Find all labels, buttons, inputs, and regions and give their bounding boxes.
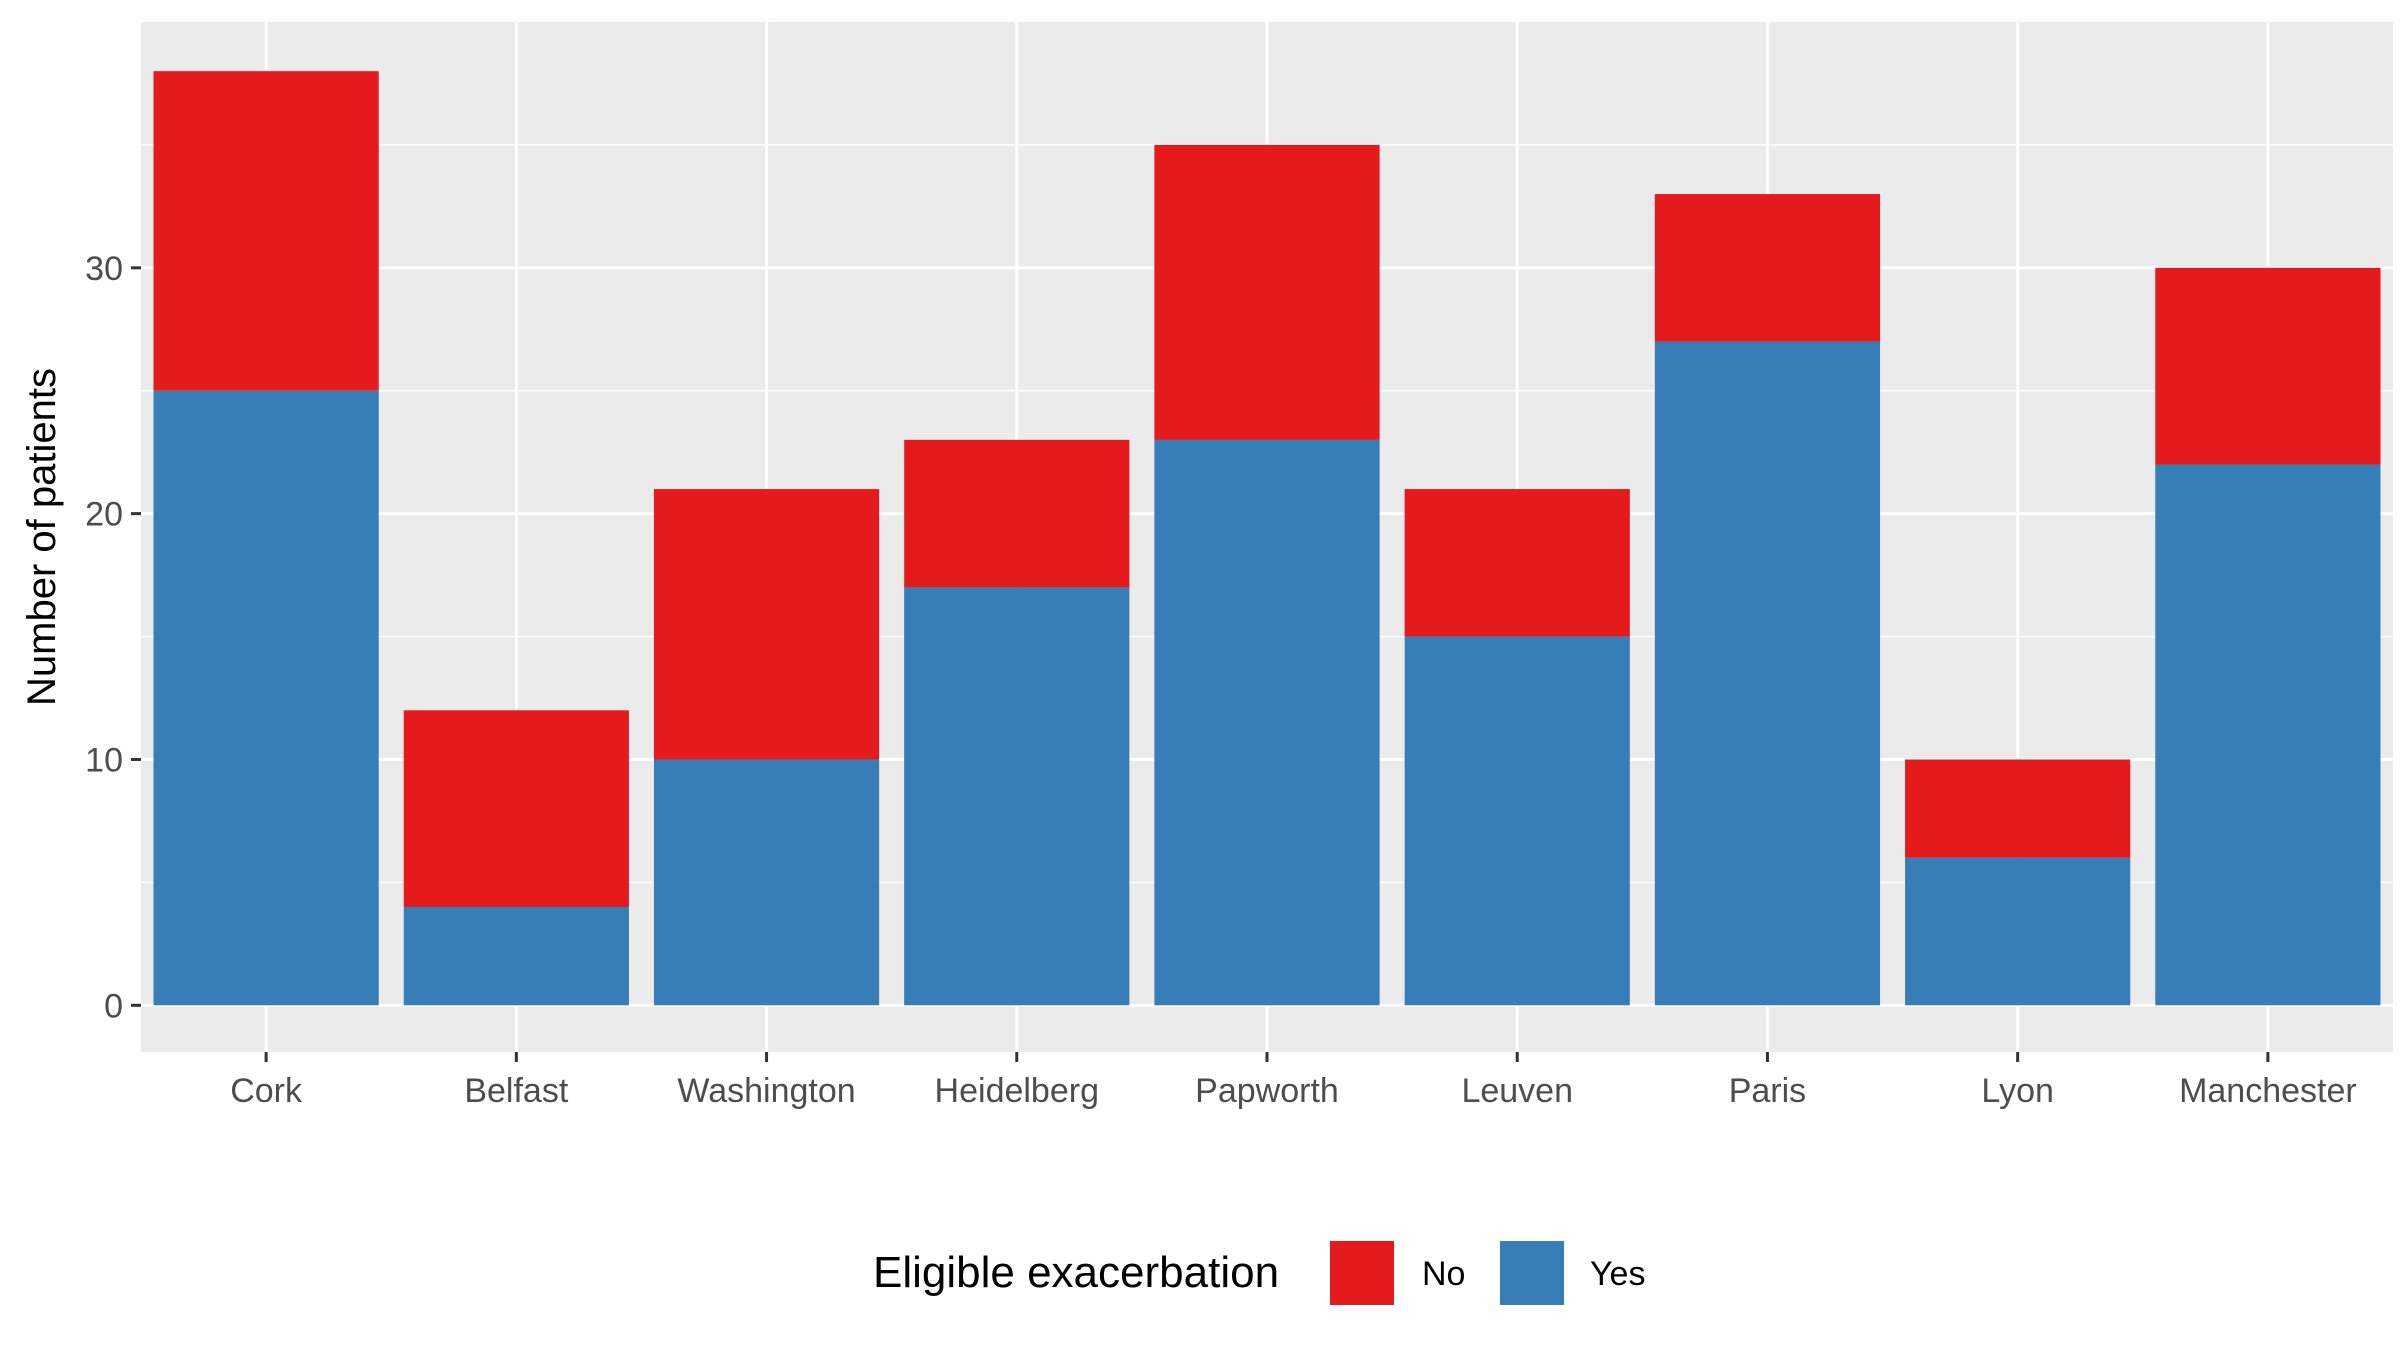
legend-label-yes: Yes: [1590, 1255, 1645, 1293]
x-tick-label: Cork: [230, 1072, 303, 1110]
x-tick-label: Lyon: [1981, 1072, 2053, 1110]
bar-yes-cork: [153, 390, 379, 1006]
y-tick-label: 10: [85, 741, 123, 779]
y-tick-label: 30: [85, 250, 123, 288]
x-tick-label: Manchester: [2179, 1072, 2357, 1110]
bar-yes-washington: [653, 759, 880, 1006]
bar-yes-belfast: [403, 906, 629, 1006]
bar-no-washington: [653, 489, 880, 760]
x-tick-label: Paris: [1729, 1072, 1806, 1110]
legend-key-no: [1330, 1241, 1394, 1305]
bar-no-cork: [153, 71, 379, 391]
bar-no-manchester: [2155, 267, 2381, 465]
bar-yes-heidelberg: [904, 587, 1130, 1006]
legend-key-yes: [1500, 1241, 1564, 1305]
bar-yes-leuven: [1404, 636, 1630, 1006]
bar-no-lyon: [1905, 759, 2131, 858]
bar-yes-manchester: [2155, 464, 2381, 1006]
x-tick-label: Papworth: [1195, 1072, 1339, 1110]
legend-title: Eligible exacerbation: [873, 1248, 1279, 1297]
x-axis: Cork Belfast Washington Heidelberg Papworth L…: [230, 1052, 2357, 1110]
bar-yes-papworth: [1154, 439, 1380, 1006]
x-tick-label: Leuven: [1461, 1072, 1573, 1110]
bar-yes-lyon: [1905, 857, 2131, 1006]
x-tick-label: Washington: [677, 1072, 855, 1110]
y-tick-label: 20: [85, 496, 123, 534]
y-axis: 0 10 20 30: [85, 250, 141, 1025]
bar-yes-paris: [1654, 341, 1881, 1006]
bars: [153, 71, 2381, 1006]
bar-no-paris: [1654, 194, 1881, 342]
y-tick-label: 0: [104, 987, 123, 1025]
bar-no-heidelberg: [904, 439, 1130, 588]
x-tick-label: Heidelberg: [935, 1072, 1099, 1110]
bar-no-papworth: [1154, 144, 1380, 440]
legend-label-no: No: [1422, 1255, 1465, 1293]
bar-no-belfast: [403, 710, 629, 907]
y-axis-title: Number of patients: [20, 368, 64, 706]
legend: Eligible exacerbation No Yes: [873, 1241, 1645, 1305]
x-tick-label: Belfast: [464, 1072, 568, 1110]
bar-no-leuven: [1404, 489, 1630, 637]
